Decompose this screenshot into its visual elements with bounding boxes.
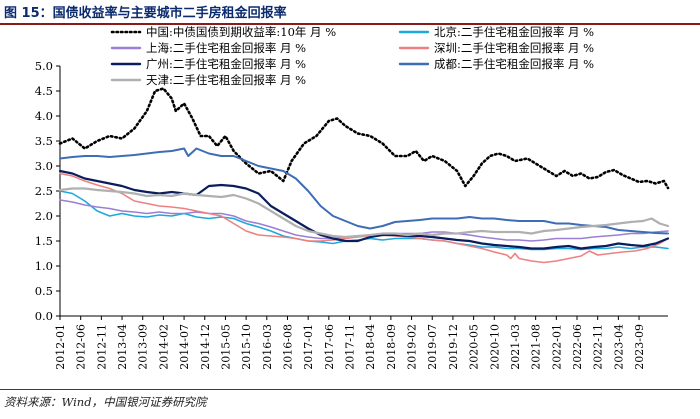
x-tick-label: 2022-06 <box>571 324 584 370</box>
legend-label-6: 天津:二手住宅租金回报率 月 % <box>146 73 306 87</box>
y-tick-label: 2.5 <box>35 184 53 198</box>
x-tick-label: 2017-11 <box>344 324 357 370</box>
title-rule <box>0 23 700 25</box>
y-tick-label: 3.5 <box>35 134 53 148</box>
x-tick-label: 2020-05 <box>468 324 481 370</box>
series-line-1 <box>59 190 669 251</box>
x-tick-label: 2019-12 <box>447 324 460 370</box>
x-tick-label: 2019-02 <box>406 324 419 370</box>
x-tick-label: 2021-08 <box>530 324 543 370</box>
x-tick-label: 2013-09 <box>137 324 150 370</box>
y-tick-label: 0.0 <box>35 309 53 323</box>
x-tick-label: 2017-01 <box>302 324 315 370</box>
y-tick-label: 4.5 <box>35 84 53 98</box>
y-tick-label: 0.5 <box>35 284 53 298</box>
x-tick-label: 2020-10 <box>488 324 501 370</box>
y-tick-label: 4.0 <box>35 109 53 123</box>
legend-label-5: 成都:二手住宅租金回报率 月 % <box>434 57 594 71</box>
series-line-0 <box>58 87 670 190</box>
x-tick-label: 2013-04 <box>116 324 129 370</box>
x-tick-label: 2012-06 <box>75 324 88 370</box>
x-tick-label: 2017-06 <box>323 324 336 370</box>
x-tick-label: 2022-11 <box>592 324 605 370</box>
y-tick-label: 1.0 <box>35 259 53 273</box>
x-tick-label: 2014-07 <box>178 324 191 370</box>
legend-label-3: 深圳:二手住宅租金回报率 月 % <box>434 41 594 55</box>
source-rule <box>0 389 700 390</box>
series-line-4 <box>58 169 670 250</box>
source-note: 资料来源：Wind，中国银河证券研究院 <box>4 395 207 409</box>
x-tick-label: 2023-04 <box>612 324 625 370</box>
x-tick-label: 2012-11 <box>95 324 108 370</box>
x-tick-label: 2023-09 <box>633 324 646 370</box>
x-tick-label: 2014-12 <box>199 324 212 370</box>
y-tick-label: 3.0 <box>35 159 53 173</box>
x-tick-label: 2016-03 <box>261 324 274 370</box>
legend-label-0: 中国:中债国债到期收益率:10年 月 % <box>146 26 336 39</box>
y-tick-label: 5.0 <box>35 59 53 73</box>
x-tick-label: 2015-10 <box>240 324 253 370</box>
y-tick-label: 1.5 <box>35 234 53 248</box>
series-line-6 <box>58 187 670 239</box>
x-tick-label: 2012-01 <box>54 324 67 370</box>
x-tick-label: 2021-03 <box>509 324 522 370</box>
series-line-5 <box>59 147 669 235</box>
y-tick-label: 2.0 <box>35 209 53 223</box>
x-tick-label: 2016-08 <box>281 324 294 370</box>
x-tick-label: 2014-02 <box>157 324 170 370</box>
x-tick-label: 2018-09 <box>385 324 398 370</box>
x-tick-label: 2015-05 <box>219 324 232 370</box>
page-title: 图 15：国债收益率与主要城市二手房租金回报率 <box>4 5 287 21</box>
chart-area: 0.0 0.5 1.0 1.5 2.0 2.5 3.0 3.5 4.0 4.5 5.0 2012-01… <box>35 26 670 370</box>
legend-label-4: 广州:二手住宅租金回报率 月 % <box>146 57 306 71</box>
legend-label-2: 上海:二手住宅租金回报率 月 % <box>146 41 306 55</box>
legend-label-1: 北京:二手住宅租金回报率 月 % <box>434 26 594 39</box>
title-bar: 图 15：国债收益率与主要城市二手房租金回报率 <box>0 0 700 22</box>
x-tick-label: 2022-01 <box>550 324 563 370</box>
x-tick-label: 2019-07 <box>426 324 439 370</box>
x-tick-label: 2018-04 <box>364 324 377 370</box>
